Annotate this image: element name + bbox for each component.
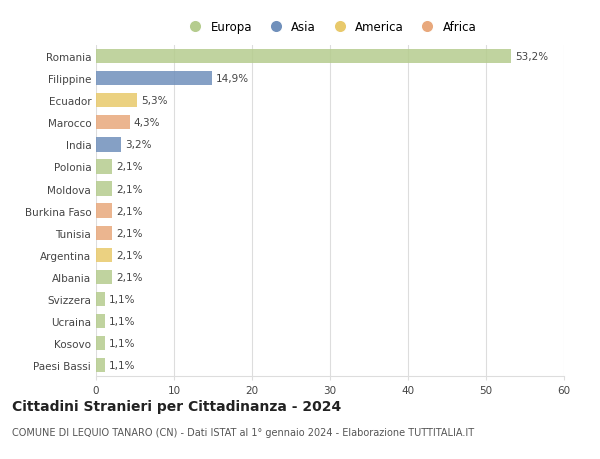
Text: 2,1%: 2,1% [116, 250, 143, 260]
Text: 4,3%: 4,3% [133, 118, 160, 128]
Bar [96, 248, 112, 263]
Bar [96, 138, 121, 152]
Text: Cittadini Stranieri per Cittadinanza - 2024: Cittadini Stranieri per Cittadinanza - 2… [12, 399, 341, 413]
Bar [96, 226, 112, 241]
Text: 1,1%: 1,1% [109, 294, 135, 304]
Bar [96, 182, 112, 196]
Text: 2,1%: 2,1% [116, 272, 143, 282]
Text: 2,1%: 2,1% [116, 228, 143, 238]
Bar [96, 160, 112, 174]
Bar [96, 116, 130, 130]
Text: 3,2%: 3,2% [125, 140, 151, 150]
Text: 1,1%: 1,1% [109, 338, 135, 348]
Bar [96, 94, 137, 108]
Text: 1,1%: 1,1% [109, 316, 135, 326]
Text: 2,1%: 2,1% [116, 162, 143, 172]
Bar [96, 314, 104, 329]
Bar [96, 50, 511, 64]
Text: 53,2%: 53,2% [515, 52, 548, 62]
Bar [96, 358, 104, 373]
Text: 2,1%: 2,1% [116, 206, 143, 216]
Legend: Europa, Asia, America, Africa: Europa, Asia, America, Africa [181, 19, 479, 37]
Text: 14,9%: 14,9% [216, 74, 249, 84]
Bar [96, 292, 104, 307]
Bar [96, 336, 104, 351]
Text: 5,3%: 5,3% [141, 96, 168, 106]
Text: 2,1%: 2,1% [116, 184, 143, 194]
Bar [96, 270, 112, 285]
Bar [96, 72, 212, 86]
Bar [96, 204, 112, 218]
Text: 1,1%: 1,1% [109, 360, 135, 370]
Text: COMUNE DI LEQUIO TANARO (CN) - Dati ISTAT al 1° gennaio 2024 - Elaborazione TUTT: COMUNE DI LEQUIO TANARO (CN) - Dati ISTA… [12, 427, 474, 437]
